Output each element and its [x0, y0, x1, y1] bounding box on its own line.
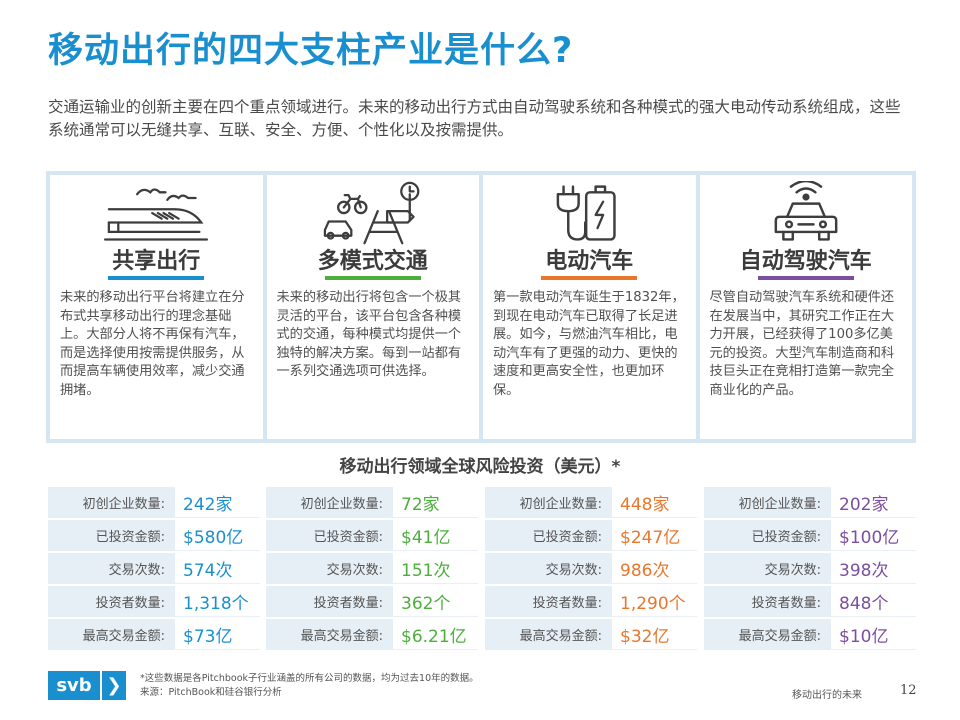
stats-table-multimodal: 初创企业数量: 72家 已投资金额: $41亿 交易次数: 151次 投资者数量: 36… — [266, 485, 478, 652]
stat-label: 初创企业数量: — [485, 487, 612, 518]
stat-value: 72家 — [393, 487, 478, 518]
pillar-electric-vehicles: 电动汽车 第一款电动汽车诞生于1832年，到现在电动汽车已取得了长足进展。如今，… — [483, 175, 696, 439]
table-row: 交易次数: 398次 — [704, 553, 916, 584]
svb-logo-text: svb — [48, 671, 100, 700]
pillar-underline — [324, 276, 421, 280]
stat-label: 投资者数量: — [704, 586, 831, 617]
footnotes: *这些数据是各Pitchbook子行业涵盖的所有公司的数据，均为过去10年的数据… — [140, 672, 479, 700]
stat-label: 最高交易金额: — [48, 619, 175, 650]
table-row: 投资者数量: 848个 — [704, 586, 916, 617]
stat-label: 已投资金额: — [485, 520, 612, 551]
stat-value: 986次 — [612, 553, 697, 584]
stat-label: 最高交易金额: — [704, 619, 831, 650]
stat-value: $247亿 — [612, 520, 697, 551]
page-title: 移动出行的四大支柱产业是什么? — [48, 31, 574, 71]
stat-value: 1,290个 — [612, 586, 697, 617]
pillars-panel: 共享出行 未来的移动出行平台将建立在分布式共享移动出行的理念基础上。大部分人将不… — [46, 171, 916, 443]
stat-value: $32亿 — [612, 619, 697, 650]
stat-value: $73亿 — [175, 619, 260, 650]
pillar-heading: 多模式交通 — [317, 249, 428, 274]
multimodal-icon — [267, 181, 480, 247]
chevron-right-icon: ❯ — [100, 671, 126, 700]
stat-value: $100亿 — [831, 520, 916, 551]
stat-value: 1,318个 — [175, 586, 260, 617]
stat-label: 交易次数: — [48, 553, 175, 584]
stats-table-autonomous-vehicles: 初创企业数量: 202家 已投资金额: $100亿 交易次数: 398次 投资者数量:… — [704, 485, 916, 652]
stats-table-electric-vehicles: 初创企业数量: 448家 已投资金额: $247亿 交易次数: 986次 投资者数量:… — [485, 485, 697, 652]
stat-value: 202家 — [831, 487, 916, 518]
table-row: 交易次数: 574次 — [48, 553, 260, 584]
stat-value: 151次 — [393, 553, 478, 584]
pillar-underline — [757, 276, 854, 280]
pillar-underline — [108, 276, 205, 280]
stat-value: 448家 — [612, 487, 697, 518]
stat-value: $10亿 — [831, 619, 916, 650]
table-row: 投资者数量: 1,318个 — [48, 586, 260, 617]
table-row: 最高交易金额: $6.21亿 — [266, 619, 478, 650]
table-row: 初创企业数量: 448家 — [485, 487, 697, 518]
stat-value: $580亿 — [175, 520, 260, 551]
stat-value: $6.21亿 — [393, 619, 478, 650]
stat-value: 242家 — [175, 487, 260, 518]
stat-label: 已投资金额: — [704, 520, 831, 551]
table-row: 交易次数: 151次 — [266, 553, 478, 584]
stat-label: 初创企业数量: — [48, 487, 175, 518]
pillar-description: 第一款电动汽车诞生于1832年，到现在电动汽车已取得了长足进展。如今，与燃油汽车… — [493, 290, 685, 398]
stat-label: 交易次数: — [266, 553, 393, 584]
table-row: 已投资金额: $41亿 — [266, 520, 478, 551]
train-icon — [50, 181, 263, 247]
table-row: 已投资金额: $100亿 — [704, 520, 916, 551]
svb-logo: svb ❯ — [48, 671, 126, 700]
table-row: 投资者数量: 362个 — [266, 586, 478, 617]
pillar-underline — [541, 276, 638, 280]
stat-label: 已投资金额: — [48, 520, 175, 551]
table-row: 已投资金额: $247亿 — [485, 520, 697, 551]
table-row: 最高交易金额: $73亿 — [48, 619, 260, 650]
table-row: 最高交易金额: $32亿 — [485, 619, 697, 650]
pillar-description: 未来的移动出行将包含一个极其灵活的平台，该平台包含各种模式的交通，每种模式均提供… — [276, 290, 462, 379]
stat-value: 574次 — [175, 553, 260, 584]
table-row: 初创企业数量: 202家 — [704, 487, 916, 518]
stat-value: 362个 — [393, 586, 478, 617]
report-name: 移动出行的未来 — [792, 690, 862, 701]
table-row: 初创企业数量: 72家 — [266, 487, 478, 518]
ev-charger-icon — [483, 181, 696, 247]
stats-title: 移动出行领域全球风险投资（美元）* — [339, 457, 621, 477]
footnote-source: 来源：PitchBook和硅谷银行分析 — [140, 687, 282, 698]
table-row: 初创企业数量: 242家 — [48, 487, 260, 518]
stat-label: 投资者数量: — [266, 586, 393, 617]
pillar-heading: 电动汽车 — [545, 249, 634, 274]
stat-label: 交易次数: — [704, 553, 831, 584]
footnote-note: *这些数据是各Pitchbook子行业涵盖的所有公司的数据，均为过去10年的数据… — [140, 673, 479, 684]
stat-value: $41亿 — [393, 520, 478, 551]
pillar-shared-mobility: 共享出行 未来的移动出行平台将建立在分布式共享移动出行的理念基础上。大部分人将不… — [50, 175, 263, 439]
intro-paragraph: 交通运输业的创新主要在四个重点领域进行。未来的移动出行方式由自动驾驶系统和各种模… — [48, 98, 901, 139]
stat-label: 最高交易金额: — [485, 619, 612, 650]
pillar-description: 未来的移动出行平台将建立在分布式共享移动出行的理念基础上。大部分人将不再保有汽车… — [60, 290, 245, 398]
table-row: 已投资金额: $580亿 — [48, 520, 260, 551]
table-row: 投资者数量: 1,290个 — [485, 586, 697, 617]
pillar-description: 尽管自动驾驶汽车系统和硬件还在发展当中，其研究工作正在大力开展，已经获得了100… — [709, 290, 895, 398]
pillar-autonomous-vehicles: 自动驾驶汽车 尽管自动驾驶汽车系统和硬件还在发展当中，其研究工作正在大力开展，已… — [699, 175, 913, 439]
stats-table-shared-mobility: 初创企业数量: 242家 已投资金额: $580亿 交易次数: 574次 投资者数量:… — [48, 485, 260, 652]
pillar-heading: 共享出行 — [112, 249, 201, 274]
stat-label: 交易次数: — [485, 553, 612, 584]
stat-value: 848个 — [831, 586, 916, 617]
pillar-heading: 自动驾驶汽车 — [739, 249, 872, 274]
stat-value: 398次 — [831, 553, 916, 584]
stat-label: 投资者数量: — [485, 586, 612, 617]
page-number: 12 — [900, 683, 917, 698]
stat-label: 已投资金额: — [266, 520, 393, 551]
autonomous-car-icon — [700, 181, 913, 247]
stat-label: 初创企业数量: — [266, 487, 393, 518]
table-row: 交易次数: 986次 — [485, 553, 697, 584]
stat-label: 投资者数量: — [48, 586, 175, 617]
table-row: 最高交易金额: $10亿 — [704, 619, 916, 650]
stat-label: 初创企业数量: — [704, 487, 831, 518]
pillar-multimodal: 多模式交通 未来的移动出行将包含一个极其灵活的平台，该平台包含各种模式的交通，每… — [266, 175, 480, 439]
stat-label: 最高交易金额: — [266, 619, 393, 650]
